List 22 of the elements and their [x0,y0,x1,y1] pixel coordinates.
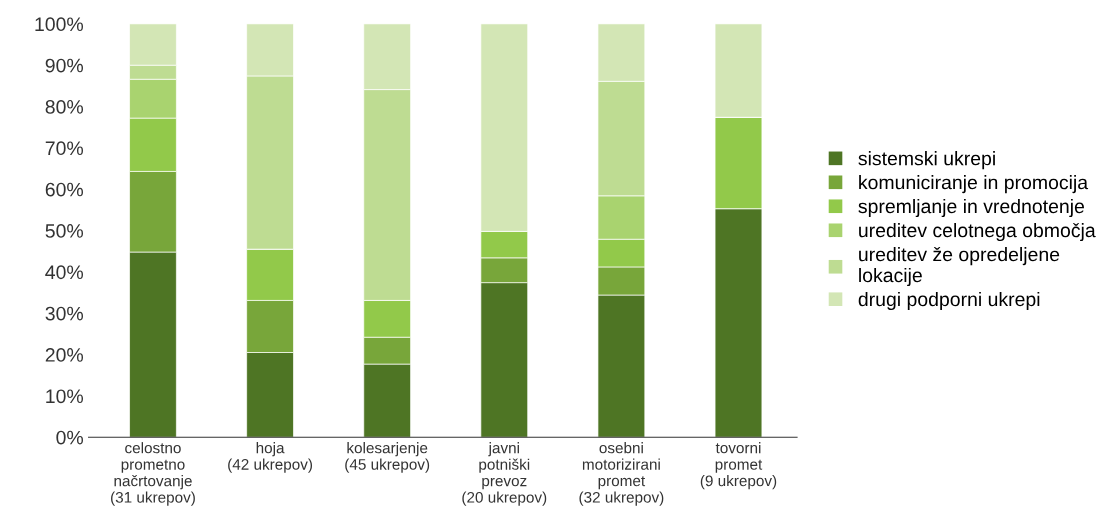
x-tick-label: tovorni promet (9 ukrepov) [700,442,777,490]
x-tick-label: kolesarjenje (45 ukrepov) [345,442,430,473]
legend-label: komuniciranje in promocija [859,175,1089,194]
y-tick-label: 80% [45,100,84,114]
y-tick-label: 0% [56,430,84,445]
y-tick-label: 30% [45,306,84,321]
y-tick-label: 90% [45,58,84,73]
y-tick-label: 40% [45,265,84,280]
legend-label: ureditev celotnega območja [859,222,1096,242]
x-tick-label: javni potniški prevoz (20 ukrepov) [462,442,547,506]
legend-label: spremljanje in vrednotenje [858,198,1084,218]
y-tick-label: 70% [45,141,84,156]
y-tick-label: 50% [45,224,84,238]
y-tick-label: 10% [46,389,84,404]
y-tick-label: 20% [45,348,84,362]
legend-label: drugi podporni ukrepi [858,291,1040,311]
x-tick-label: osebni motorizirani promet (32 ukrepov) [579,442,664,506]
x-tick-label: hoja (42 ukrepov) [228,442,313,473]
y-tick-label: 100% [35,17,84,32]
legend-label: sistemski ukrepi [858,151,995,170]
x-tick-label: celostno prometno načrtovanje (31 ukrepov) [111,442,195,506]
y-tick-label: 60% [45,182,84,197]
